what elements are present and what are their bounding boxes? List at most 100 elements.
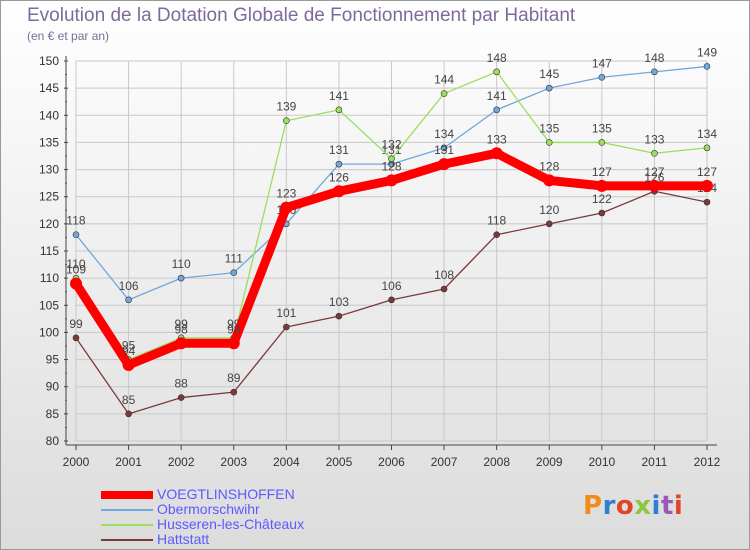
data-point: [283, 323, 290, 331]
data-point: [280, 201, 293, 214]
data-point: [651, 149, 658, 157]
data-label: 94: [122, 344, 136, 358]
legend-item: VOEGTLINSHOFFEN: [101, 487, 304, 502]
data-point: [703, 144, 711, 152]
x-tick-label: 2011: [642, 455, 668, 469]
data-label: 131: [434, 143, 454, 157]
data-label: 132: [381, 138, 401, 152]
data-point: [595, 179, 608, 192]
data-point: [440, 90, 448, 97]
legend-label: VOEGTLINSHOFFEN: [157, 486, 295, 502]
y-tick-label: 140: [39, 108, 59, 122]
y-tick-label: 90: [46, 380, 60, 394]
data-point: [545, 84, 553, 92]
data-point: [122, 359, 135, 371]
data-point: [72, 334, 80, 342]
data-point: [125, 296, 132, 304]
data-label: 108: [434, 268, 454, 282]
data-label: 95: [122, 339, 136, 353]
legend-swatch: [101, 538, 153, 541]
data-point: [598, 139, 606, 146]
data-point: [543, 174, 556, 187]
data-point: [438, 158, 451, 171]
legend-item: Hattstatt: [101, 532, 304, 547]
y-tick-label: 100: [39, 325, 59, 339]
data-label: 99: [69, 317, 83, 331]
y-tick-label: 80: [46, 434, 60, 448]
data-point: [545, 139, 553, 146]
data-label: 127: [592, 165, 612, 179]
data-label: 98: [174, 322, 188, 336]
data-label: 134: [434, 127, 454, 141]
proxiti-logo: Proxiti: [583, 491, 683, 521]
data-point: [440, 144, 448, 152]
data-point: [648, 179, 661, 192]
data-label: 145: [539, 67, 559, 81]
logo-letter: P: [583, 491, 603, 521]
y-tick-label: 105: [39, 298, 59, 312]
x-tick-label: 2004: [273, 455, 300, 469]
legend-item: Husseren-les-Châteaux: [101, 517, 304, 532]
data-point: [598, 209, 606, 217]
data-label: 128: [381, 159, 401, 173]
logo-letter: t: [660, 491, 674, 521]
y-tick-label: 130: [39, 163, 59, 177]
data-label: 131: [329, 143, 349, 157]
data-point: [385, 174, 398, 187]
data-label: 110: [172, 257, 191, 271]
data-point: [175, 337, 188, 350]
data-point: [230, 269, 238, 277]
x-tick-label: 2005: [326, 455, 353, 469]
data-label: 128: [539, 159, 559, 173]
data-label: 122: [592, 192, 612, 206]
legend-label: Hattstatt: [157, 531, 210, 547]
data-label: 85: [122, 393, 136, 407]
y-tick-label: 135: [39, 135, 59, 149]
data-point: [651, 68, 658, 76]
y-tick-label: 95: [46, 353, 60, 367]
x-tick-label: 2009: [536, 455, 563, 469]
data-label: 149: [697, 45, 717, 59]
data-point: [332, 185, 345, 198]
data-label: 133: [487, 132, 507, 146]
data-label: 127: [644, 165, 664, 179]
data-label: 106: [381, 279, 401, 293]
data-label: 126: [644, 170, 664, 184]
data-label: 134: [697, 127, 717, 141]
legend-swatch: [101, 508, 153, 511]
logo-letter: x: [634, 491, 652, 521]
x-tick-label: 2010: [588, 455, 615, 469]
data-point: [388, 296, 395, 304]
y-tick-label: 125: [39, 190, 59, 204]
data-label: 103: [329, 295, 349, 309]
data-point: [227, 337, 240, 350]
data-label: 111: [225, 252, 244, 266]
data-label: 120: [539, 203, 559, 217]
x-tick-label: 2000: [63, 455, 90, 469]
data-point: [440, 285, 448, 293]
data-point: [177, 274, 185, 282]
data-label: 135: [539, 121, 559, 135]
data-label: 126: [329, 170, 349, 184]
data-label: 118: [487, 214, 506, 228]
data-point: [598, 73, 606, 81]
data-point: [177, 394, 185, 401]
data-point: [283, 117, 290, 125]
data-point: [335, 312, 343, 320]
data-label: 148: [644, 51, 664, 65]
data-label: 89: [227, 371, 241, 385]
legend-item: Obermorschwihr: [101, 502, 304, 517]
x-tick-label: 2007: [431, 455, 458, 469]
data-label: 101: [276, 306, 296, 320]
legend-swatch: [101, 490, 153, 499]
data-label: 118: [66, 214, 85, 228]
legend-label: Obermorschwihr: [157, 501, 260, 517]
data-label: 88: [174, 377, 188, 391]
data-point: [703, 63, 711, 70]
logo-letter: i: [651, 491, 661, 521]
data-label: 141: [329, 89, 349, 103]
data-point: [545, 220, 553, 228]
data-point: [72, 231, 80, 239]
